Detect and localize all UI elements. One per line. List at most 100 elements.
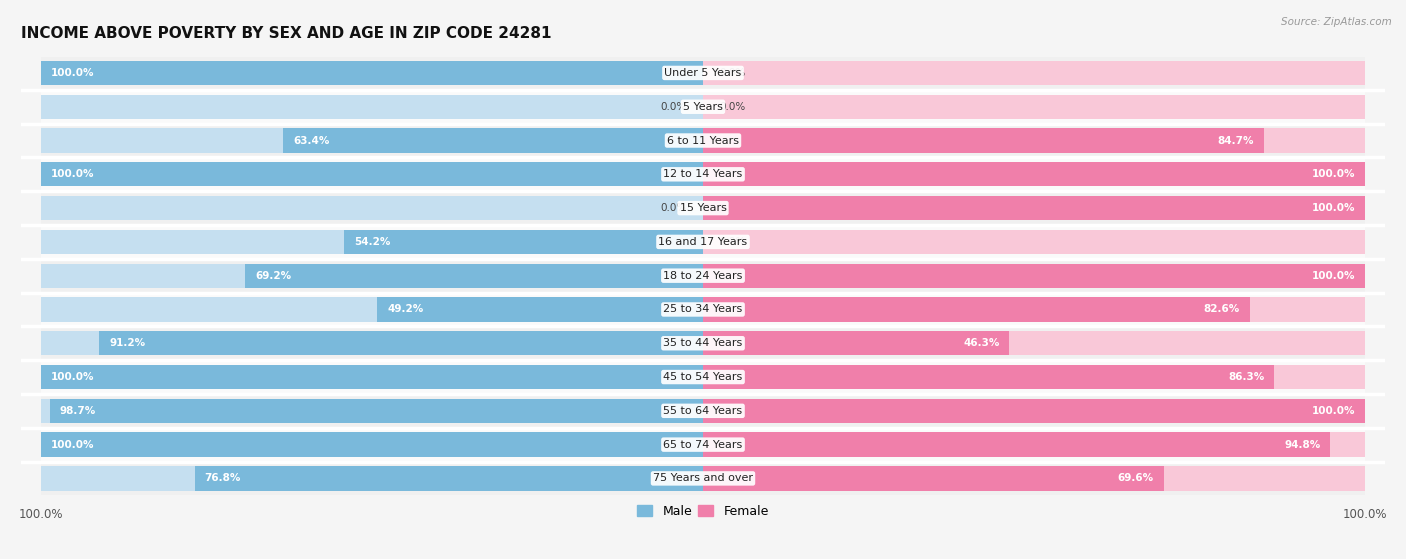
Text: 100.0%: 100.0%: [1312, 169, 1355, 179]
Text: 55 to 64 Years: 55 to 64 Years: [664, 406, 742, 416]
Text: 0.0%: 0.0%: [720, 102, 745, 112]
Text: 25 to 34 Years: 25 to 34 Years: [664, 305, 742, 315]
Text: 0.0%: 0.0%: [661, 203, 686, 213]
Bar: [703, 162, 1365, 187]
Text: 82.6%: 82.6%: [1204, 305, 1240, 315]
Text: 100.0%: 100.0%: [51, 68, 94, 78]
Text: 84.7%: 84.7%: [1218, 135, 1254, 145]
Bar: [703, 466, 1365, 491]
Bar: [41, 230, 703, 254]
Text: 0.0%: 0.0%: [720, 68, 745, 78]
Text: 49.2%: 49.2%: [387, 305, 423, 315]
Bar: [41, 428, 1365, 461]
Text: 100.0%: 100.0%: [1312, 203, 1355, 213]
Bar: [41, 331, 703, 356]
Text: 94.8%: 94.8%: [1284, 439, 1320, 449]
Text: 5 Years: 5 Years: [683, 102, 723, 112]
Bar: [703, 61, 1365, 85]
Text: 86.3%: 86.3%: [1227, 372, 1264, 382]
Text: 0.0%: 0.0%: [661, 102, 686, 112]
Bar: [344, 230, 703, 254]
Bar: [41, 61, 703, 85]
Bar: [703, 94, 1365, 119]
Bar: [41, 91, 1365, 123]
Text: 63.4%: 63.4%: [294, 135, 330, 145]
Legend: Male, Female: Male, Female: [633, 500, 773, 523]
Bar: [703, 433, 1365, 457]
Bar: [41, 61, 703, 85]
Text: 65 to 74 Years: 65 to 74 Years: [664, 439, 742, 449]
Bar: [703, 365, 1274, 389]
Text: INCOME ABOVE POVERTY BY SEX AND AGE IN ZIP CODE 24281: INCOME ABOVE POVERTY BY SEX AND AGE IN Z…: [21, 26, 553, 41]
Text: 16 and 17 Years: 16 and 17 Years: [658, 237, 748, 247]
Bar: [41, 365, 703, 389]
Bar: [100, 331, 703, 356]
Bar: [41, 56, 1365, 89]
Bar: [41, 162, 703, 187]
Text: 0.0%: 0.0%: [720, 237, 745, 247]
Text: 6 to 11 Years: 6 to 11 Years: [666, 135, 740, 145]
Bar: [41, 327, 1365, 359]
Bar: [41, 94, 703, 119]
Bar: [377, 297, 703, 321]
Bar: [41, 365, 703, 389]
Text: 46.3%: 46.3%: [963, 338, 1000, 348]
Bar: [41, 263, 703, 288]
Bar: [41, 399, 703, 423]
Bar: [41, 158, 1365, 191]
Bar: [41, 196, 703, 220]
Text: 76.8%: 76.8%: [205, 473, 240, 484]
Bar: [703, 263, 1365, 288]
Bar: [703, 331, 1365, 356]
Bar: [703, 196, 1365, 220]
Text: 100.0%: 100.0%: [51, 439, 94, 449]
Bar: [284, 129, 703, 153]
Text: 100.0%: 100.0%: [1312, 406, 1355, 416]
Bar: [703, 162, 1365, 187]
Text: 18 to 24 Years: 18 to 24 Years: [664, 271, 742, 281]
Text: 91.2%: 91.2%: [110, 338, 146, 348]
Text: 45 to 54 Years: 45 to 54 Years: [664, 372, 742, 382]
Bar: [41, 225, 1365, 258]
Text: 100.0%: 100.0%: [51, 169, 94, 179]
Bar: [41, 433, 703, 457]
Bar: [703, 399, 1365, 423]
Bar: [703, 331, 1010, 356]
Bar: [703, 365, 1365, 389]
Text: 98.7%: 98.7%: [60, 406, 96, 416]
Bar: [41, 395, 1365, 427]
Text: 75 Years and over: 75 Years and over: [652, 473, 754, 484]
Bar: [195, 466, 703, 491]
Text: 100.0%: 100.0%: [1312, 271, 1355, 281]
Bar: [703, 129, 1365, 153]
Bar: [41, 466, 703, 491]
Bar: [703, 297, 1365, 321]
Text: 12 to 14 Years: 12 to 14 Years: [664, 169, 742, 179]
Bar: [41, 124, 1365, 157]
Text: 100.0%: 100.0%: [51, 372, 94, 382]
Bar: [41, 259, 1365, 292]
Bar: [41, 462, 1365, 495]
Bar: [41, 162, 703, 187]
Text: Source: ZipAtlas.com: Source: ZipAtlas.com: [1281, 17, 1392, 27]
Text: 69.2%: 69.2%: [254, 271, 291, 281]
Text: 35 to 44 Years: 35 to 44 Years: [664, 338, 742, 348]
Bar: [41, 433, 703, 457]
Bar: [703, 466, 1164, 491]
Bar: [703, 196, 1365, 220]
Bar: [703, 230, 1365, 254]
Bar: [245, 263, 703, 288]
Bar: [703, 263, 1365, 288]
Bar: [703, 297, 1250, 321]
Bar: [41, 293, 1365, 326]
Bar: [41, 297, 703, 321]
Bar: [703, 129, 1264, 153]
Text: 69.6%: 69.6%: [1118, 473, 1154, 484]
Bar: [41, 129, 703, 153]
Bar: [703, 399, 1365, 423]
Text: Under 5 Years: Under 5 Years: [665, 68, 741, 78]
Text: 15 Years: 15 Years: [679, 203, 727, 213]
Text: 54.2%: 54.2%: [354, 237, 391, 247]
Bar: [41, 361, 1365, 394]
Bar: [41, 192, 1365, 225]
